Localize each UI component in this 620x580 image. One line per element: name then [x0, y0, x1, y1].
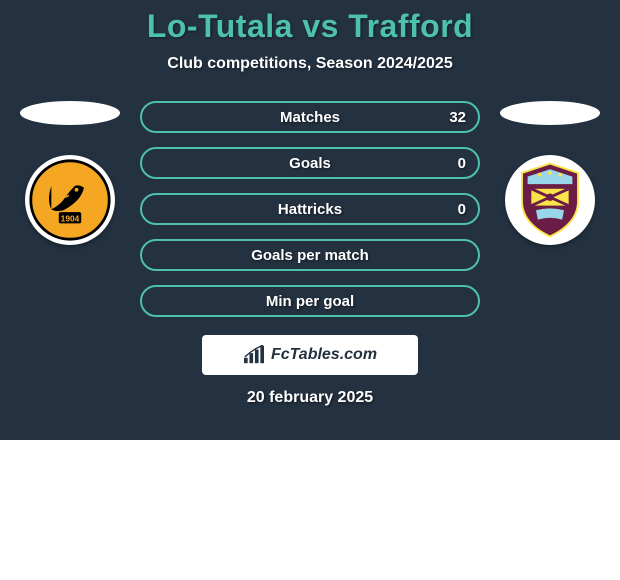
- brand-box[interactable]: FcTables.com: [202, 335, 418, 375]
- stat-row-goals: Goals 0: [140, 147, 480, 179]
- comparison-panel: Lo-Tutala vs Trafford Club competitions,…: [0, 0, 620, 440]
- stat-row-min-per-goal: Min per goal: [140, 285, 480, 317]
- brand-text: FcTables.com: [271, 346, 377, 364]
- content-row: 1904 Matches 32 Goals 0 Hattricks 0: [0, 101, 620, 317]
- burnley-badge-icon: [508, 158, 592, 242]
- left-club-badge: 1904: [25, 155, 115, 245]
- stats-column: Matches 32 Goals 0 Hattricks 0 Goals per…: [140, 101, 480, 317]
- stat-label: Min per goal: [266, 293, 354, 310]
- stat-right-value: 0: [458, 201, 466, 218]
- stat-row-goals-per-match: Goals per match: [140, 239, 480, 271]
- stat-label: Matches: [280, 109, 340, 126]
- stat-row-matches: Matches 32: [140, 101, 480, 133]
- right-club-badge: [505, 155, 595, 245]
- left-player-silhouette: [20, 101, 120, 125]
- stat-row-hattricks: Hattricks 0: [140, 193, 480, 225]
- left-player-column: 1904: [20, 101, 120, 245]
- page-title: Lo-Tutala vs Trafford: [0, 0, 620, 45]
- stat-label: Hattricks: [278, 201, 342, 218]
- bar-chart-icon: [243, 345, 265, 365]
- footer-date: 20 february 2025: [0, 389, 620, 407]
- stat-label: Goals: [289, 155, 331, 172]
- stat-right-value: 32: [449, 109, 466, 126]
- stat-label: Goals per match: [251, 247, 369, 264]
- badge-year: 1904: [61, 213, 80, 223]
- right-player-silhouette: [500, 101, 600, 125]
- stat-right-value: 0: [458, 155, 466, 172]
- hull-city-badge-icon: 1904: [28, 158, 112, 242]
- subtitle: Club competitions, Season 2024/2025: [0, 55, 620, 73]
- right-player-column: [500, 101, 600, 245]
